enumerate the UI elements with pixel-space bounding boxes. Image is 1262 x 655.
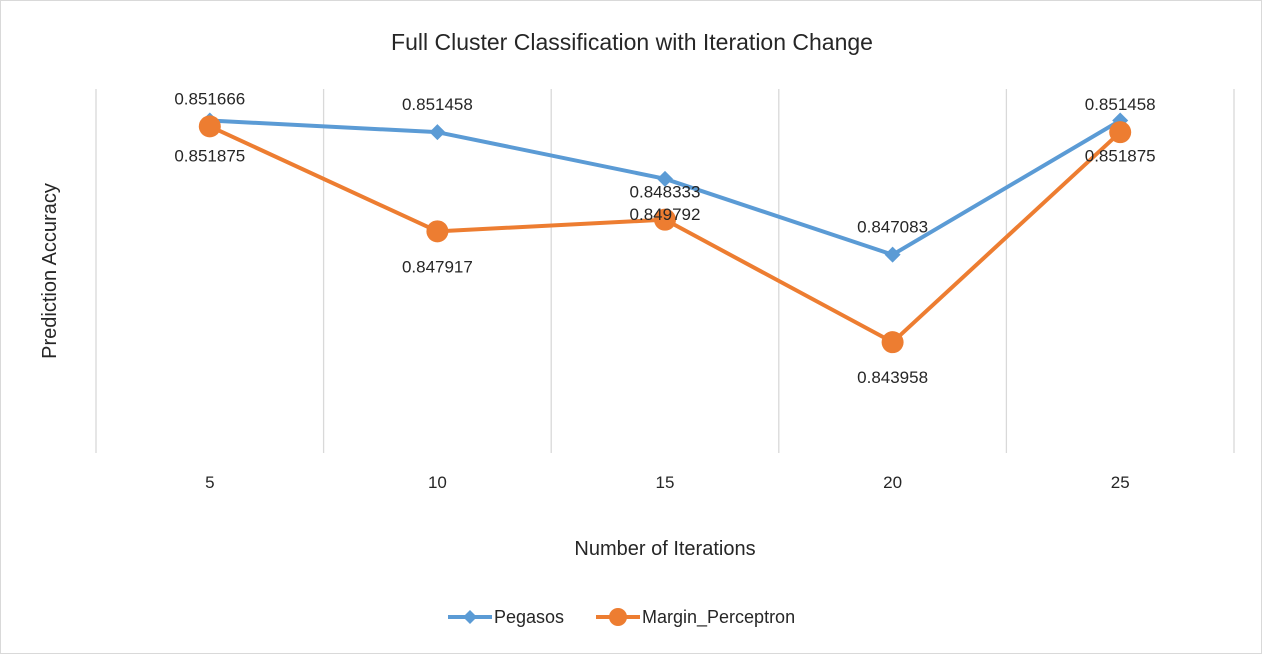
x-tick-label: 20 — [883, 473, 902, 492]
circle-marker — [1109, 121, 1132, 144]
data-labels: 0.851875 0.851458 0.849792 0.847083 0.851875… — [174, 89, 1155, 387]
data-label: 0.847083 — [857, 218, 928, 237]
series-markers — [198, 112, 1132, 354]
y-axis-label: Prediction Accuracy — [39, 183, 61, 359]
diamond-marker — [884, 246, 901, 263]
data-label: 0.851458 — [1085, 95, 1156, 114]
legend-entry: Margin_Perceptron — [642, 607, 795, 628]
legend: Pegasos Margin_Perceptron — [448, 607, 795, 628]
data-label: 0.848333 — [630, 183, 701, 202]
data-label: 0.851875 — [174, 147, 245, 166]
x-tick-label: 5 — [205, 473, 214, 492]
data-label: 0.847917 — [402, 257, 473, 276]
data-label: 0.851875 — [1085, 147, 1156, 166]
legend-entry: Pegasos — [494, 607, 564, 627]
x-tick-labels: 5 10 15 20 25 — [205, 473, 1130, 492]
legend-circle-marker — [609, 608, 627, 626]
diamond-marker — [429, 124, 446, 141]
data-label: 0.843958 — [857, 368, 928, 387]
chart-title: Full Cluster Classification with Iterati… — [391, 29, 873, 55]
circle-marker — [654, 208, 676, 231]
x-tick-label: 15 — [656, 473, 675, 492]
x-tick-label: 25 — [1111, 473, 1130, 492]
series-line-margin-perceptron — [207, 124, 1123, 345]
circle-marker — [426, 220, 449, 243]
circle-marker — [198, 115, 221, 138]
legend-diamond-marker — [463, 610, 477, 624]
diamond-marker — [657, 170, 673, 187]
circle-marker — [881, 331, 904, 354]
x-tick-label: 10 — [428, 473, 447, 492]
x-axis-label: Number of Iterations — [574, 538, 755, 560]
data-label: 0.851458 — [402, 95, 473, 114]
data-label: 0.849792 — [630, 205, 701, 224]
series-lines — [207, 118, 1123, 345]
data-label: 0.851666 — [174, 89, 245, 108]
gridlines — [95, 89, 1235, 453]
